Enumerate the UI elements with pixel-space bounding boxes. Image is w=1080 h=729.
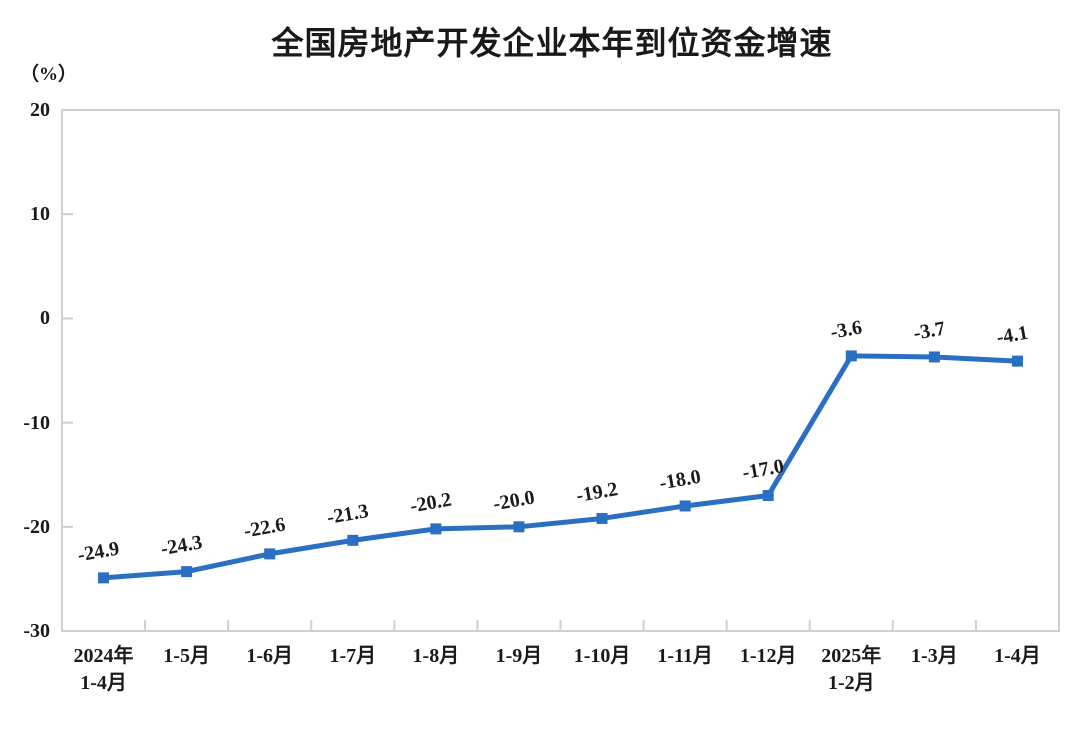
data-point-marker [181, 566, 193, 578]
data-point-label: -3.7 [912, 317, 947, 344]
y-axis-tick-label: 20 [30, 99, 50, 121]
data-point-marker [1011, 355, 1023, 367]
x-axis-tick-label: 1-8月 [412, 645, 460, 667]
x-axis-tick-label: 1-6月 [246, 645, 294, 667]
data-point-label: -20.2 [408, 489, 453, 518]
y-axis-tick-label: 0 [40, 307, 50, 330]
x-axis-tick-label: 1-9月 [495, 645, 543, 667]
data-point-marker [762, 490, 774, 502]
x-axis-tick-label: 2024年 1-4月 [73, 645, 134, 694]
data-point-marker [264, 548, 276, 560]
x-axis-tick-label: 1-3月 [911, 645, 958, 667]
x-axis-tick-label: 1-5月 [163, 645, 210, 667]
x-axis-tick-label: 1-10月 [573, 645, 631, 667]
data-point-label: -3.6 [829, 316, 864, 343]
x-axis-tick-label: 1-11月 [657, 645, 713, 667]
data-point-label: -22.6 [242, 514, 287, 543]
x-axis-tick-label: 1-12月 [739, 645, 797, 667]
data-point-marker [430, 523, 442, 535]
data-point-label: -18.0 [658, 466, 703, 495]
data-point-marker [679, 500, 691, 512]
data-point-label: -20.0 [491, 486, 536, 515]
data-point-label: -4.1 [995, 322, 1030, 349]
y-axis-tick-label: -30 [23, 620, 50, 642]
x-axis-tick-label: 1-4月 [994, 645, 1041, 667]
y-axis-tick-label: -10 [23, 411, 50, 434]
data-point-marker [98, 572, 110, 584]
y-axis-unit-label: （%） [20, 64, 78, 85]
data-point-label: -21.3 [325, 500, 370, 529]
data-point-marker [347, 534, 359, 546]
data-point-marker [845, 350, 857, 362]
data-point-label: -19.2 [575, 478, 620, 507]
data-point-marker [513, 521, 525, 533]
data-line [103, 353, 1018, 581]
data-point-label: -24.9 [76, 537, 121, 566]
y-axis-tick-label: 10 [30, 203, 50, 226]
data-point-marker [596, 512, 608, 524]
plot-border [61, 109, 1060, 632]
x-axis-tick-label: 1-7月 [329, 645, 377, 667]
data-point-marker [928, 351, 940, 363]
data-point-label: -24.3 [159, 531, 204, 560]
chart-title: 全国房地产开发企业本年到位资金增速 [271, 25, 833, 61]
x-axis-tick-label: 2025年 1-2月 [821, 645, 882, 694]
y-axis-tick-label: -20 [23, 515, 50, 538]
